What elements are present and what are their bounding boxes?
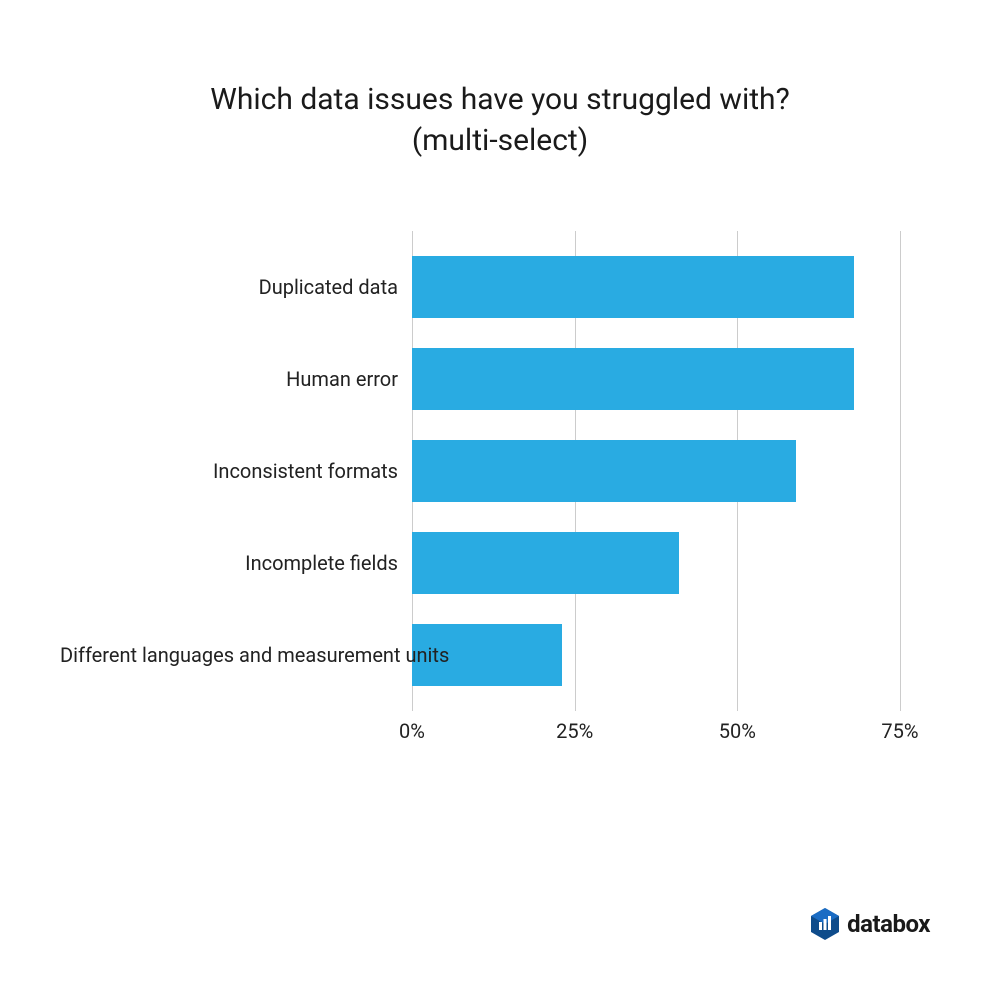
bar: [412, 348, 854, 410]
bar-row: Different languages and measurement unit…: [412, 609, 900, 701]
bar-row: Inconsistent formats: [412, 425, 900, 517]
x-axis: 0%25%50%75%: [412, 719, 900, 749]
bar-label: Human error: [60, 367, 412, 391]
bar-label: Incomplete fields: [60, 551, 412, 575]
bar-label: Inconsistent formats: [60, 459, 412, 483]
bar: [412, 256, 854, 318]
grid-line: [900, 231, 901, 711]
bar-label: Different languages and measurement unit…: [60, 643, 412, 667]
brand-logo: databox: [811, 908, 930, 940]
bar-label: Duplicated data: [60, 275, 412, 299]
x-axis-tick: 25%: [556, 719, 593, 743]
bar: [412, 440, 796, 502]
bar: [412, 532, 679, 594]
plot-area: Duplicated dataHuman errorInconsistent f…: [412, 231, 900, 711]
x-axis-tick: 50%: [719, 719, 756, 743]
brand-name: databox: [847, 910, 930, 938]
chart-title: Which data issues have you struggled wit…: [60, 80, 940, 161]
x-axis-tick: 75%: [881, 719, 918, 743]
title-line-2: (multi-select): [412, 123, 588, 158]
databox-icon: [811, 908, 839, 940]
bar-row: Human error: [412, 333, 900, 425]
chart-container: Which data issues have you struggled wit…: [0, 0, 1000, 1000]
bar-row: Duplicated data: [412, 241, 900, 333]
bar-row: Incomplete fields: [412, 517, 900, 609]
title-line-1: Which data issues have you struggled wit…: [210, 82, 790, 117]
x-axis-tick: 0%: [399, 719, 425, 743]
bars-group: Duplicated dataHuman errorInconsistent f…: [412, 231, 900, 711]
